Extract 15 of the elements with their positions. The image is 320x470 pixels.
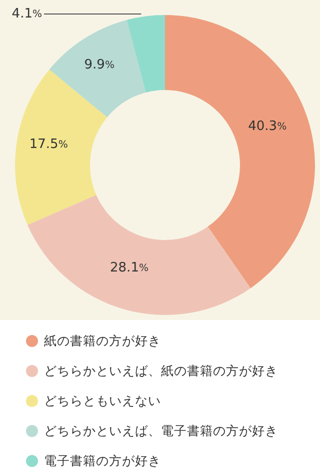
legend-label: どちらかといえば、電子書籍の方が好き — [44, 422, 278, 440]
legend-label: 電子書籍の方が好き — [44, 452, 161, 470]
donut-slice — [126, 15, 165, 92]
data-label: 9.9% — [84, 58, 114, 73]
legend-label: どちらともいえない — [44, 392, 161, 410]
donut-slice — [165, 15, 315, 288]
data-label: 40.3% — [248, 118, 287, 134]
data-label: 17.5% — [29, 136, 68, 152]
legend-label: どちらかといえば、紙の書籍の方が好き — [44, 362, 278, 380]
data-label: 28.1% — [110, 260, 148, 276]
donut-slice — [49, 20, 146, 118]
legend-label: 紙の書籍の方が好き — [44, 332, 161, 350]
donut-slice — [27, 194, 251, 315]
data-label: 4.1% — [12, 6, 42, 22]
donut-slice — [15, 69, 108, 225]
